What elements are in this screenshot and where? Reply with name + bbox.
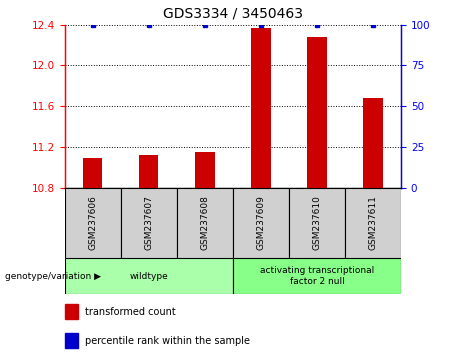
Bar xyxy=(233,258,401,294)
Text: GSM237611: GSM237611 xyxy=(368,195,378,251)
Bar xyxy=(65,258,233,294)
Bar xyxy=(307,37,327,188)
Bar xyxy=(251,28,271,188)
Bar xyxy=(65,188,121,258)
Text: GSM237607: GSM237607 xyxy=(144,195,153,251)
Bar xyxy=(139,155,159,188)
Bar xyxy=(65,304,78,319)
Bar xyxy=(233,188,289,258)
Text: GSM237608: GSM237608 xyxy=(200,195,209,251)
Bar xyxy=(83,158,102,188)
Bar xyxy=(195,152,214,188)
Text: activating transcriptional
factor 2 null: activating transcriptional factor 2 null xyxy=(260,266,374,286)
Text: GSM237606: GSM237606 xyxy=(88,195,97,251)
Text: GSM237610: GSM237610 xyxy=(313,195,321,251)
Bar xyxy=(121,188,177,258)
Text: percentile rank within the sample: percentile rank within the sample xyxy=(85,336,250,346)
Bar xyxy=(65,333,78,348)
Bar xyxy=(363,98,383,188)
Text: GSM237609: GSM237609 xyxy=(256,195,266,251)
Text: wildtype: wildtype xyxy=(129,272,168,281)
Bar xyxy=(177,188,233,258)
Bar xyxy=(345,188,401,258)
Bar xyxy=(289,188,345,258)
Text: transformed count: transformed count xyxy=(85,307,176,317)
Title: GDS3334 / 3450463: GDS3334 / 3450463 xyxy=(163,7,303,21)
Text: genotype/variation ▶: genotype/variation ▶ xyxy=(5,272,100,281)
